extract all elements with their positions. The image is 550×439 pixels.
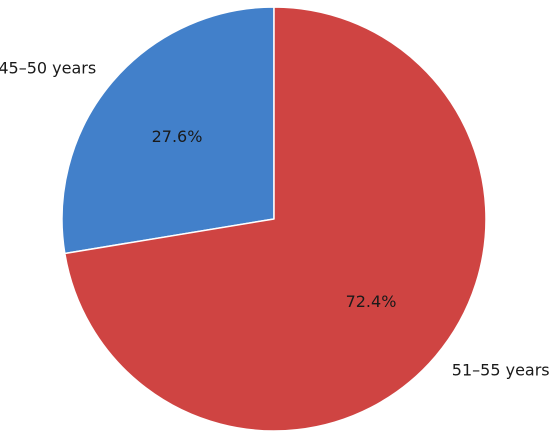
pie-slice-1-category-label: 45–50 years: [0, 59, 96, 78]
pie-slice-2-percent-label: 72.4%: [346, 292, 397, 311]
pie-slice-1-percent-label: 27.6%: [152, 127, 203, 146]
pie-slice-2-category-label: 51–55 years: [452, 360, 550, 379]
pie-slice-1: [61, 6, 275, 255]
pie-slice-2: [64, 6, 487, 432]
